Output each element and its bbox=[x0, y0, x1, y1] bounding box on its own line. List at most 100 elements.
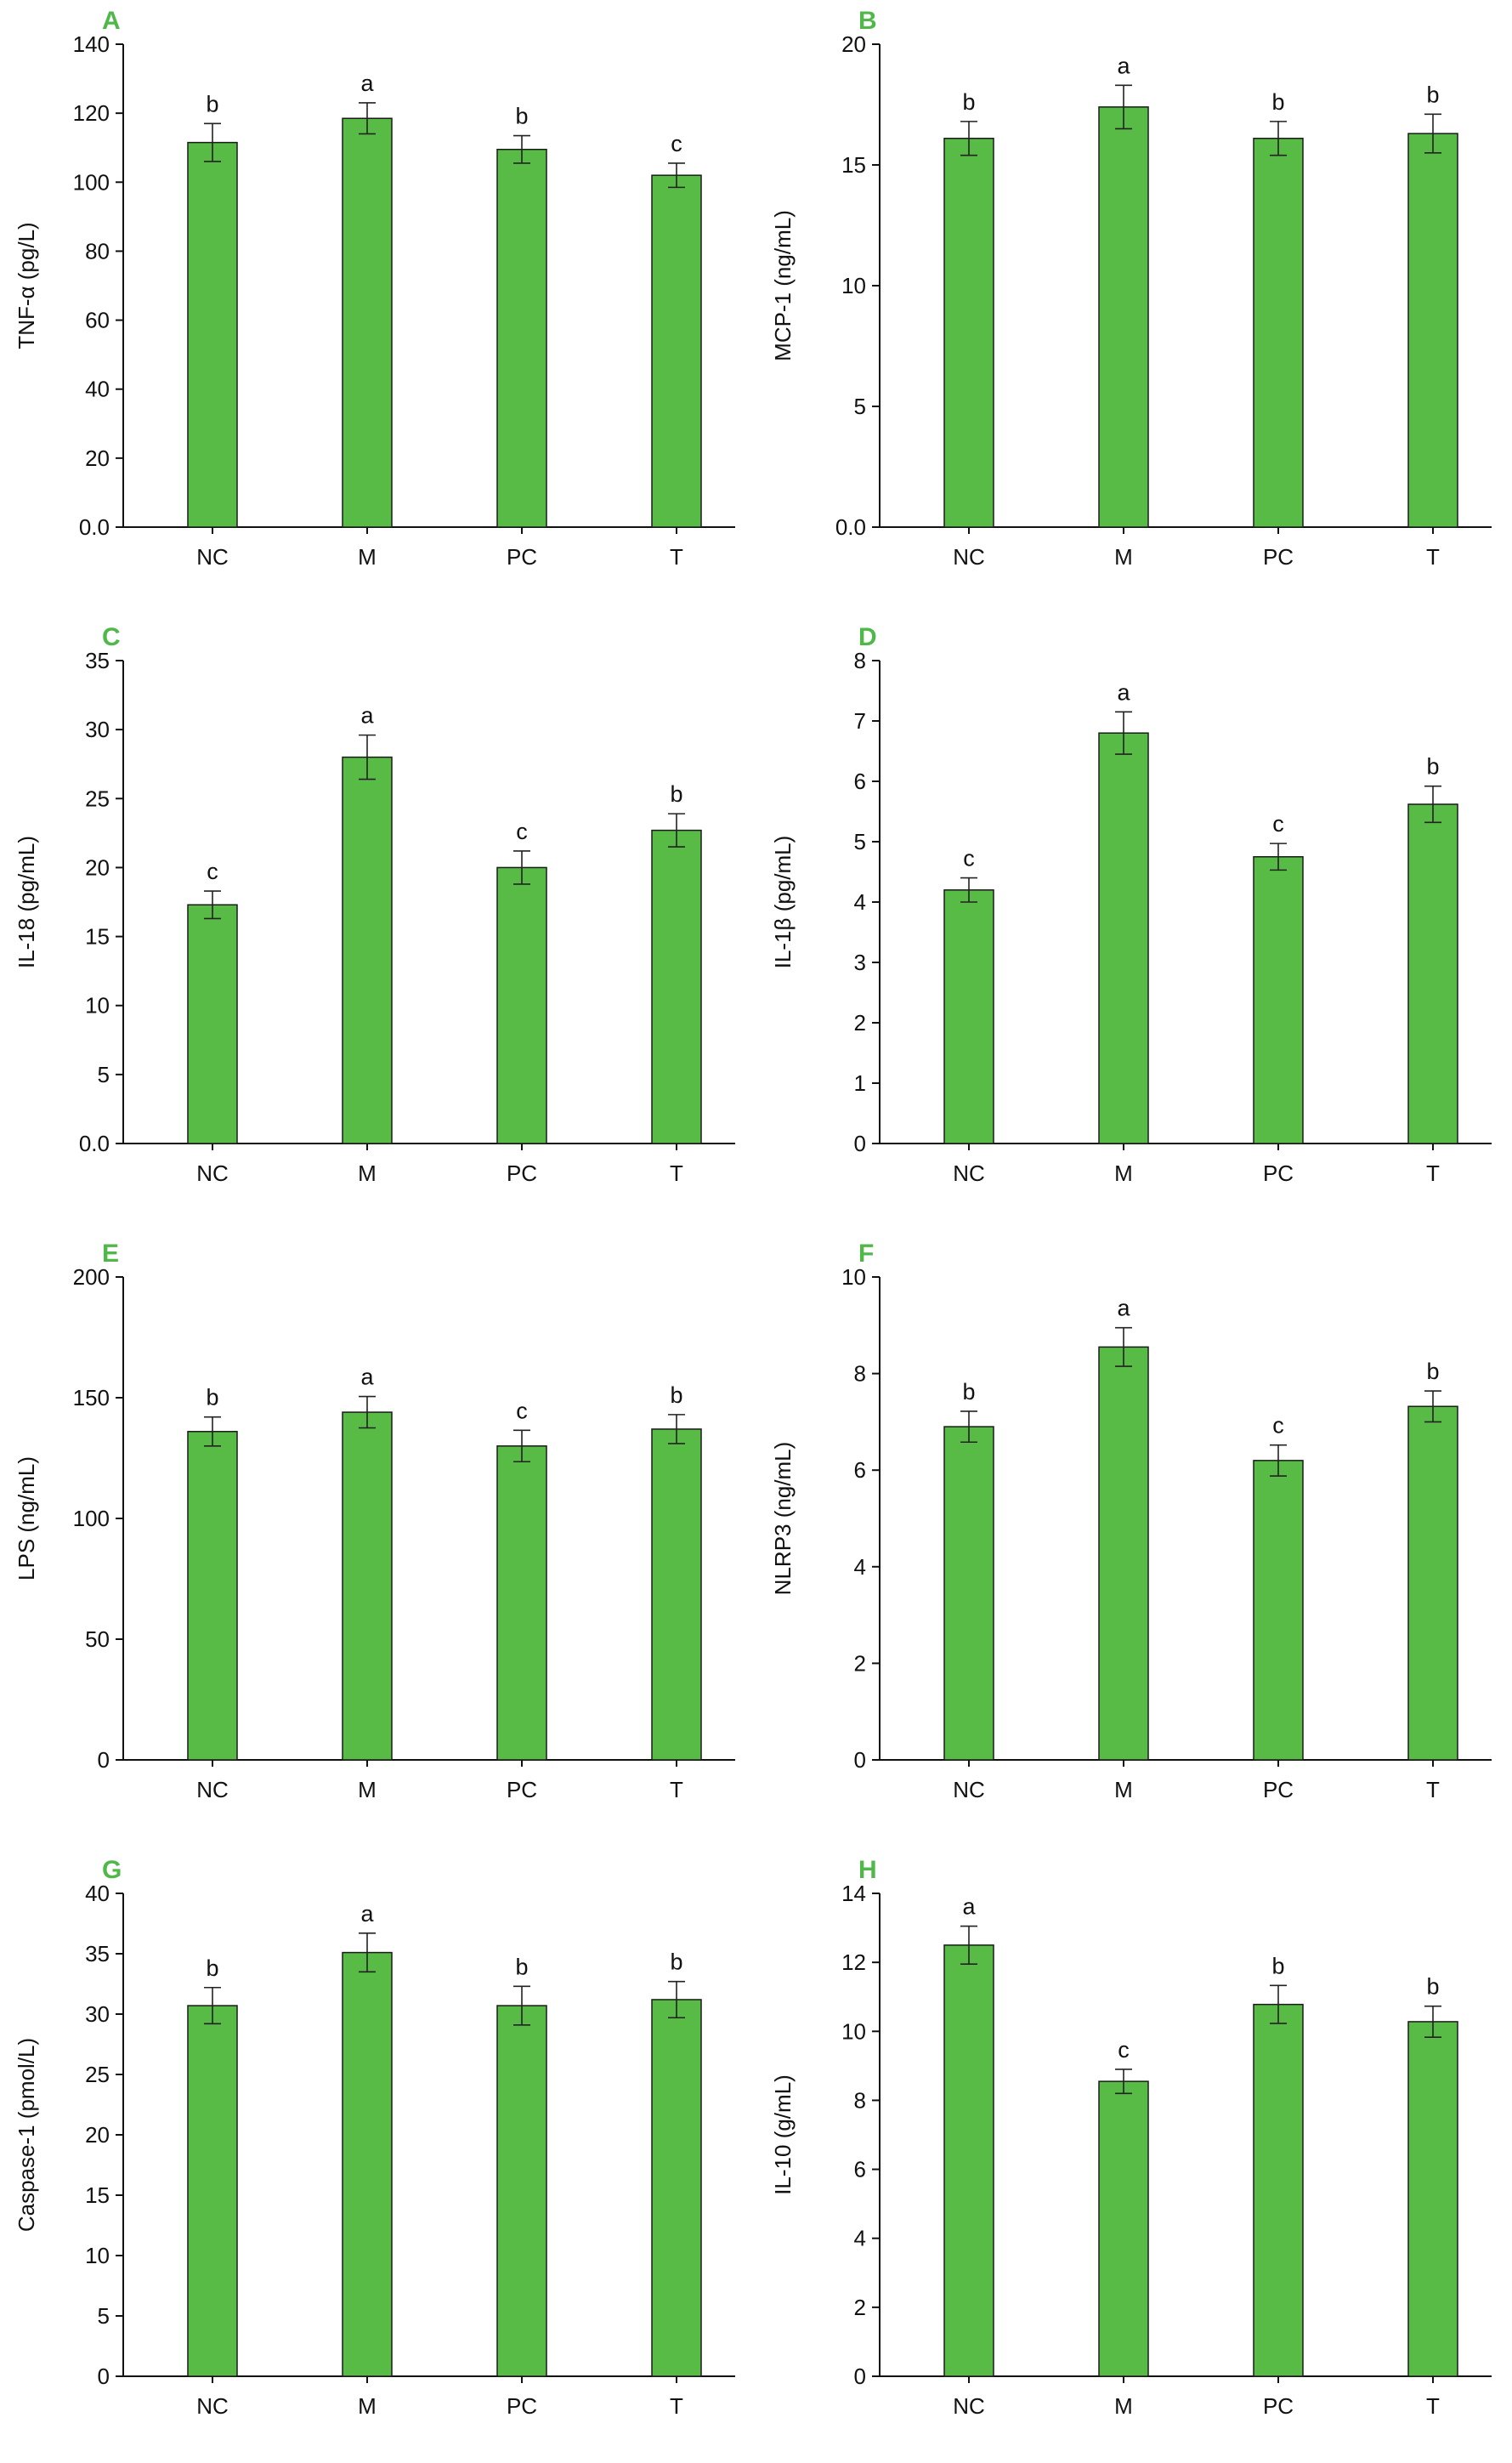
y-tick-label: 8 bbox=[854, 1361, 866, 1387]
y-tick-label: 5 bbox=[98, 1062, 110, 1087]
error-bar-pc bbox=[513, 1429, 530, 1463]
y-axis-title: Caspase-1 (pmol/L) bbox=[14, 2038, 39, 2232]
bar-pc bbox=[496, 866, 547, 1144]
x-tick-label: NC bbox=[953, 544, 985, 570]
y-tick-label: 10 bbox=[841, 2018, 866, 2044]
y-tick-label: 120 bbox=[73, 100, 110, 126]
y-axis-title: LPS (ng/mL) bbox=[14, 1456, 39, 1581]
bar-m bbox=[342, 117, 393, 528]
x-tick-label: NC bbox=[953, 1777, 985, 1802]
y-tick-label: 25 bbox=[85, 2062, 110, 2087]
panel-letter: G bbox=[102, 1856, 122, 1884]
x-tick-label: M bbox=[358, 2393, 377, 2419]
y-tick-label: 0.0 bbox=[79, 1131, 110, 1156]
error-bar-m bbox=[1115, 2069, 1132, 2095]
bar-m bbox=[1098, 1346, 1149, 1761]
y-tick-label: 50 bbox=[85, 1626, 110, 1652]
significance-label: c bbox=[1272, 811, 1284, 837]
error-bar-t bbox=[668, 1980, 685, 2019]
significance-label: a bbox=[1117, 53, 1130, 78]
significance-label: b bbox=[962, 89, 975, 115]
bar-nc bbox=[943, 138, 994, 528]
y-tick-label: 35 bbox=[85, 1941, 110, 1966]
significance-label: a bbox=[360, 71, 374, 96]
error-bar-t bbox=[1424, 2005, 1441, 2038]
significance-label: a bbox=[360, 703, 374, 729]
error-bar-nc bbox=[960, 1410, 977, 1444]
x-tick-label: PC bbox=[507, 544, 537, 570]
significance-label: b bbox=[206, 1955, 218, 1981]
error-bar-pc bbox=[1270, 843, 1287, 871]
y-tick-label: 30 bbox=[85, 717, 110, 742]
error-bar-nc bbox=[204, 122, 221, 162]
bar-pc bbox=[496, 2005, 547, 2377]
x-tick-label: M bbox=[1114, 544, 1133, 570]
bar-nc bbox=[187, 141, 238, 528]
significance-label: b bbox=[670, 1949, 682, 1975]
y-tick-label: 200 bbox=[73, 1264, 110, 1290]
bar-t bbox=[651, 174, 702, 528]
error-bar-m bbox=[1115, 84, 1132, 130]
y-tick-label: 40 bbox=[85, 1881, 110, 1906]
y-tick-label: 30 bbox=[85, 2001, 110, 2027]
chart-svg: D IL-1β (pg/mL) 0 1 2 3 4 5 6 7 8 c NC a Mc PC b T bbox=[770, 623, 1492, 1186]
x-tick-label: T bbox=[1426, 1161, 1440, 1186]
x-tick-label: M bbox=[1114, 2393, 1133, 2419]
y-tick-label: 6 bbox=[854, 769, 866, 794]
panel-letter: H bbox=[858, 1856, 877, 1884]
significance-label: b bbox=[206, 91, 218, 116]
bar-m bbox=[342, 1951, 393, 2377]
x-tick-label: T bbox=[670, 1777, 683, 1802]
y-tick-label: 20 bbox=[85, 2122, 110, 2148]
chart-svg: G Caspase-1 (pmol/L) 0 5 10 15 20 25 30 35 40 b NC a M… bbox=[14, 1856, 735, 2419]
error-bar-m bbox=[359, 1395, 376, 1429]
bar-t bbox=[651, 829, 702, 1144]
y-tick-label: 10 bbox=[85, 2243, 110, 2268]
significance-label: c bbox=[671, 131, 682, 156]
x-tick-label: NC bbox=[953, 1161, 985, 1186]
x-tick-label: M bbox=[358, 1777, 377, 1802]
y-tick-label: 5 bbox=[98, 2303, 110, 2329]
y-tick-label: 80 bbox=[85, 238, 110, 264]
error-bar-nc bbox=[204, 890, 221, 920]
panel-letter: D bbox=[858, 623, 877, 651]
y-tick-label: 15 bbox=[85, 924, 110, 950]
significance-label: b bbox=[670, 781, 682, 807]
error-bar-m bbox=[359, 734, 376, 780]
x-tick-label: PC bbox=[1263, 2393, 1294, 2419]
x-tick-label: T bbox=[1426, 2393, 1440, 2419]
y-tick-label: 140 bbox=[73, 31, 110, 57]
significance-label: b bbox=[1271, 89, 1284, 115]
y-tick-label: 0.0 bbox=[835, 514, 866, 540]
bar-m bbox=[1098, 106, 1149, 528]
significance-label: a bbox=[360, 1365, 374, 1390]
y-tick-label: 2 bbox=[854, 1010, 866, 1036]
y-tick-label: 0 bbox=[854, 1747, 866, 1773]
y-tick-label: 150 bbox=[73, 1385, 110, 1410]
y-tick-label: 5 bbox=[854, 829, 866, 854]
error-bar-t bbox=[1424, 785, 1441, 824]
y-tick-label: 2 bbox=[854, 2295, 866, 2320]
y-tick-label: 10 bbox=[841, 273, 866, 298]
error-bar-nc bbox=[204, 1986, 221, 2025]
bar-nc bbox=[187, 2005, 238, 2377]
y-tick-label: 0 bbox=[98, 2364, 110, 2389]
y-tick-label: 100 bbox=[73, 169, 110, 195]
y-tick-label: 15 bbox=[841, 152, 866, 178]
significance-label: b bbox=[1426, 754, 1439, 780]
x-tick-label: M bbox=[1114, 1777, 1133, 1802]
x-tick-label: T bbox=[670, 544, 683, 570]
error-bar-pc bbox=[1270, 1984, 1287, 2024]
panel-letter: C bbox=[102, 623, 121, 651]
bar-pc bbox=[1253, 138, 1304, 528]
x-tick-label: T bbox=[670, 2393, 683, 2419]
x-tick-label: M bbox=[358, 1161, 377, 1186]
y-tick-label: 20 bbox=[85, 445, 110, 471]
y-axis-title: NLRP3 (ng/mL) bbox=[770, 1442, 796, 1596]
error-bar-t bbox=[668, 1414, 685, 1444]
significance-label: a bbox=[1117, 1296, 1130, 1321]
